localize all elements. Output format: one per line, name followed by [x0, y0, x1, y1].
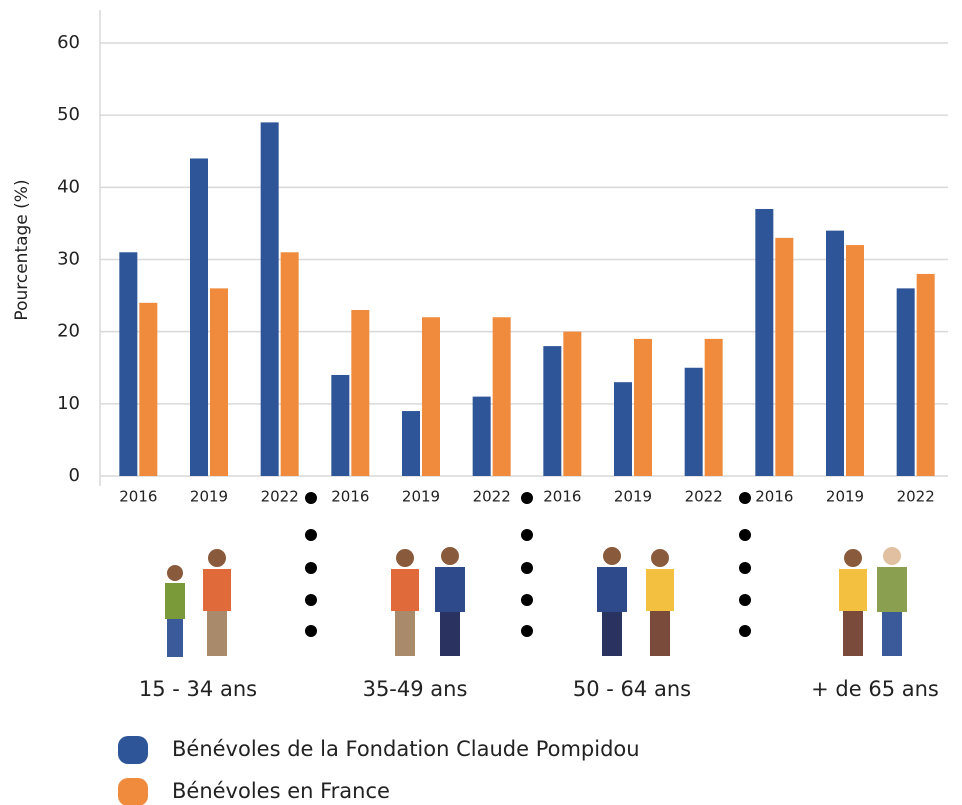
bar — [351, 310, 370, 476]
bar — [260, 122, 279, 476]
bar — [684, 367, 703, 476]
x-tick-label: 2016 — [331, 488, 369, 506]
bar — [402, 411, 420, 476]
x-tick-label: 2022 — [897, 488, 935, 506]
y-tick-label: 0 — [69, 465, 80, 486]
bar — [492, 317, 511, 476]
y-tick-label: 60 — [57, 32, 80, 53]
y-tick-label: 10 — [57, 393, 80, 414]
x-tick-label: 2016 — [119, 488, 157, 506]
group-label: 35-49 ans — [363, 677, 468, 701]
bar — [704, 338, 723, 476]
bar — [916, 273, 935, 476]
x-tick-label: 2016 — [755, 488, 793, 506]
person-illustrations — [165, 547, 907, 657]
legend-swatch — [118, 736, 148, 764]
bar — [422, 317, 440, 476]
bar — [826, 230, 844, 476]
x-tick-label: 2019 — [402, 488, 440, 506]
legend-label: Bénévoles de la Fondation Claude Pompido… — [172, 737, 640, 761]
x-tick-label: 2019 — [190, 488, 228, 506]
y-tick-label: 50 — [57, 104, 80, 125]
bar — [896, 288, 915, 476]
x-tick-label: 2022 — [685, 488, 723, 506]
x-tick-label: 2019 — [614, 488, 652, 506]
bar — [846, 245, 864, 476]
bar — [139, 302, 158, 476]
bar — [634, 338, 652, 476]
bar — [543, 346, 562, 476]
y-tick-label: 20 — [57, 321, 80, 342]
group-label: + de 65 ans — [811, 677, 939, 701]
bar — [119, 252, 138, 476]
legend-swatch — [118, 778, 148, 805]
bar — [614, 382, 632, 476]
bar — [210, 288, 228, 476]
y-tick-label: 40 — [57, 176, 80, 197]
x-tick-label: 2022 — [261, 488, 299, 506]
bar — [755, 208, 774, 476]
separators — [305, 492, 751, 637]
bar — [280, 252, 299, 476]
x-tick-label: 2022 — [473, 488, 511, 506]
y-axis-label: Pourcentage (%) — [12, 179, 32, 320]
bar — [472, 396, 491, 476]
x-tick-label: 2016 — [543, 488, 581, 506]
group-label: 50 - 64 ans — [573, 677, 691, 701]
x-tick-label: 2019 — [826, 488, 864, 506]
legend-label: Bénévoles en France — [172, 779, 390, 803]
bar — [775, 237, 794, 476]
bar — [563, 331, 582, 476]
group-label: 15 - 34 ans — [139, 677, 257, 701]
bar — [331, 374, 350, 476]
bar — [190, 158, 208, 476]
y-tick-label: 30 — [57, 249, 80, 270]
